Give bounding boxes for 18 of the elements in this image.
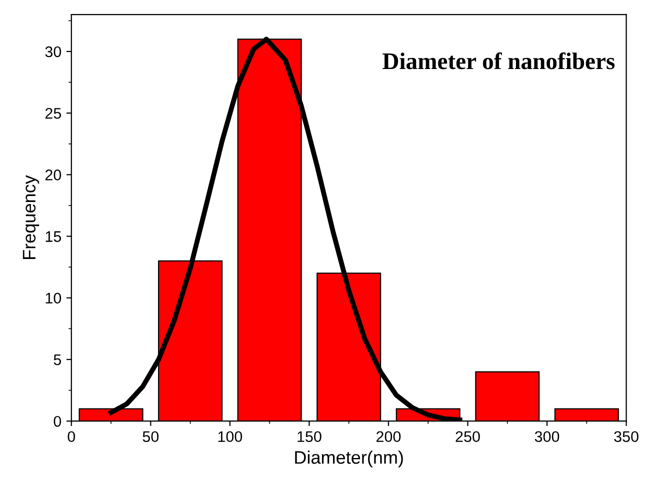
text: Diameter of nanofibers	[382, 52, 615, 70]
x-tick-label: 150	[298, 431, 322, 442]
y-tick-label: 15	[46, 231, 62, 242]
y-tick-label: 5	[54, 354, 62, 366]
x-tick-label: 250	[456, 431, 480, 442]
x-tick-label: 200	[376, 431, 401, 442]
y-tick-label: 0	[54, 416, 62, 427]
x-tick-label: 50	[142, 431, 159, 442]
y-tick-label: 30	[45, 46, 62, 58]
x-tick-label: 0	[68, 431, 76, 442]
y-tick-label: 20	[45, 170, 62, 180]
y-tick-label: 25	[45, 108, 62, 119]
y-tick-label: 10	[46, 292, 62, 304]
x-tick-label: 350	[614, 431, 638, 442]
y-axis-title: Frequency	[22, 175, 40, 259]
x-axis-title: Diameter(nm)	[295, 450, 403, 468]
x-tick-label: 300	[534, 431, 560, 442]
x-tick-label: 100	[218, 431, 242, 442]
